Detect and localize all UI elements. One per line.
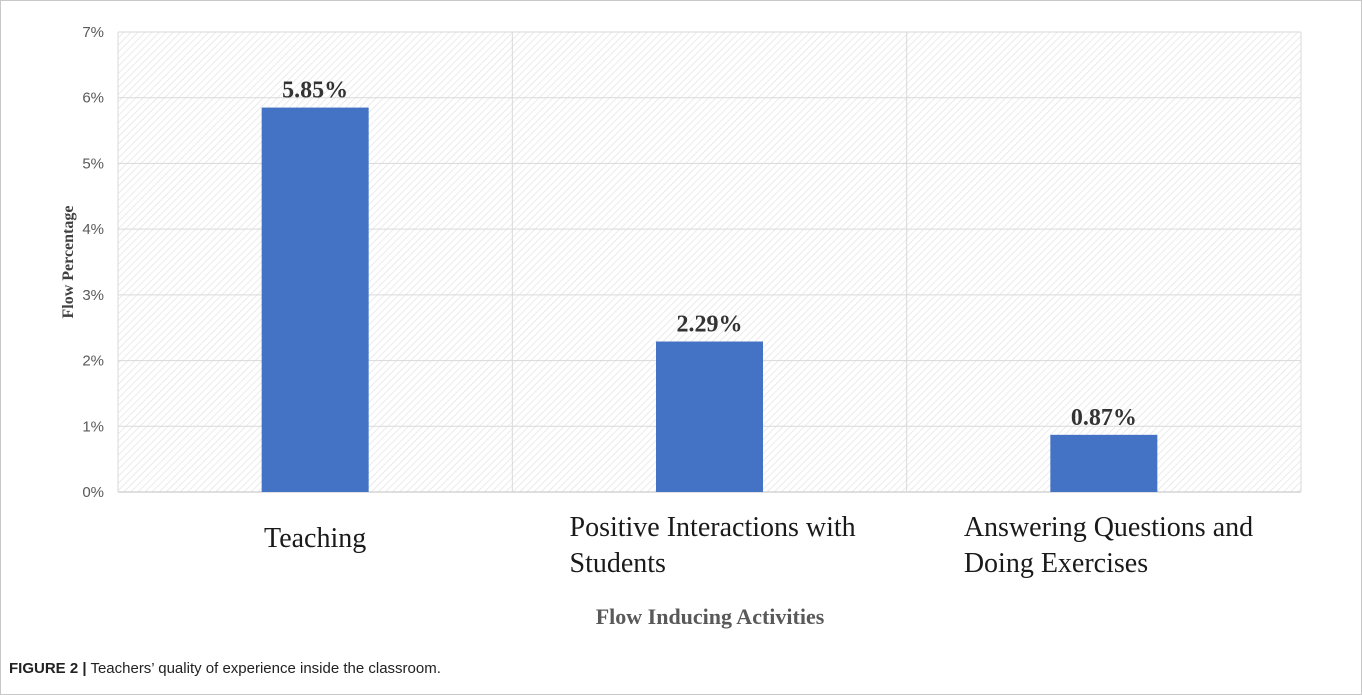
- y-axis-title: Flow Percentage: [60, 206, 77, 319]
- labels: 0% 1% 2% 3% 4% 5% 6% 7% 5.85% Teaching 2.29% Positi…: [82, 24, 1253, 579]
- category-label: Answering Questions and: [964, 512, 1253, 543]
- y-tick-label: 6%: [82, 90, 104, 107]
- category-label: Teaching: [264, 523, 366, 554]
- data-label: 0.87%: [1071, 405, 1137, 431]
- data-label: 5.85%: [282, 78, 348, 104]
- x-axis-title: Flow Inducing Activities: [596, 604, 825, 629]
- y-tick-label: 5%: [82, 155, 104, 172]
- data-label: 2.29%: [677, 312, 743, 338]
- bar: [261, 107, 369, 493]
- bar-chart: 0% 1% 2% 3% 4% 5% 6% 7% 5.85% Teaching 2.29% Positi…: [60, 24, 1302, 629]
- bar: [656, 341, 763, 492]
- category-label: Positive Interactions with: [570, 512, 856, 543]
- y-tick-label: 1%: [82, 418, 104, 435]
- y-tick-label: 4%: [82, 221, 104, 238]
- bars: [261, 107, 1158, 493]
- category-label: Students: [570, 548, 666, 579]
- bar: [1050, 434, 1158, 492]
- y-tick-label: 3%: [82, 287, 104, 304]
- category-label: Doing Exercises: [964, 548, 1148, 579]
- figure-caption: FIGURE 2 | Teachers’ quality of experien…: [9, 660, 441, 677]
- y-tick-label: 0%: [82, 484, 104, 501]
- caption-text: Teachers’ quality of experience inside t…: [86, 660, 441, 677]
- y-tick-label: 2%: [82, 353, 104, 370]
- y-tick-label: 7%: [82, 24, 104, 41]
- caption-label: FIGURE 2 |: [9, 660, 87, 677]
